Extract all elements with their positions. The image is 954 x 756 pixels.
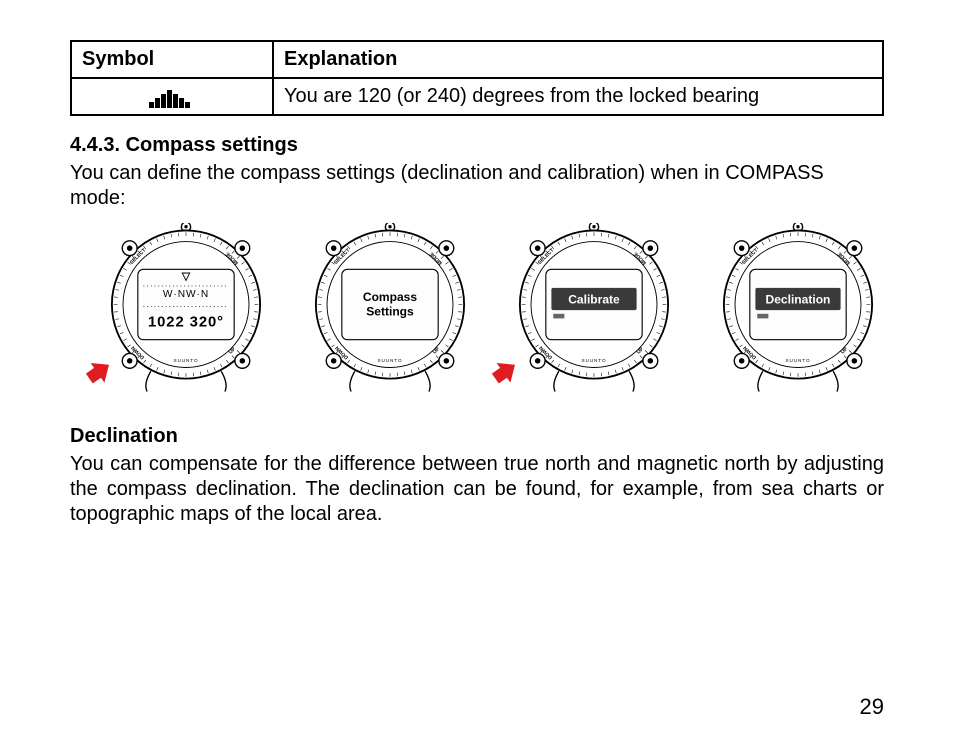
svg-text:Calibrate: Calibrate	[568, 293, 620, 307]
subsection-heading: Declination	[70, 425, 884, 448]
press-arrow-icon	[490, 356, 518, 389]
svg-text:Compass: Compass	[363, 290, 417, 304]
section-intro: You can define the compass settings (dec…	[70, 161, 884, 211]
press-arrow-icon	[84, 356, 112, 389]
svg-text:1022 320°: 1022 320°	[148, 315, 224, 331]
page-number: 29	[860, 694, 884, 720]
watch-illustration: SELECTMODEDOWNUP Declination SUUNTO	[700, 223, 896, 399]
svg-text:SUUNTO: SUUNTO	[581, 358, 606, 363]
table-header-explanation: Explanation	[273, 41, 883, 78]
watch-row: SELECTMODEDOWNUP W·NW·N 1022 320° SUUNTO…	[88, 223, 884, 399]
svg-text:W·NW·N: W·NW·N	[163, 289, 209, 300]
explanation-cell: You are 120 (or 240) degrees from the lo…	[273, 78, 883, 115]
table-row: You are 120 (or 240) degrees from the lo…	[71, 78, 883, 115]
watch-illustration: SELECTMODEDOWNUP Compass Settings SUUNTO	[292, 223, 488, 399]
subsection-text: You can compensate for the difference be…	[70, 452, 884, 527]
svg-text:SUUNTO: SUUNTO	[785, 358, 810, 363]
svg-text:SUUNTO: SUUNTO	[173, 358, 198, 363]
table-header-symbol: Symbol	[71, 41, 273, 78]
watch-illustration: SELECTMODEDOWNUP Calibrate SUUNTO	[496, 223, 692, 399]
svg-text:Declination: Declination	[766, 293, 831, 307]
watch-illustration: SELECTMODEDOWNUP W·NW·N 1022 320° SUUNTO	[88, 223, 284, 399]
section-heading: 4.4.3. Compass settings	[70, 134, 884, 157]
svg-text:Settings: Settings	[366, 305, 414, 319]
bars-icon	[82, 86, 262, 108]
page: Symbol Explanation Y	[0, 0, 954, 756]
symbol-cell	[71, 78, 273, 115]
symbol-table: Symbol Explanation Y	[70, 40, 884, 116]
svg-text:SUUNTO: SUUNTO	[377, 358, 402, 363]
